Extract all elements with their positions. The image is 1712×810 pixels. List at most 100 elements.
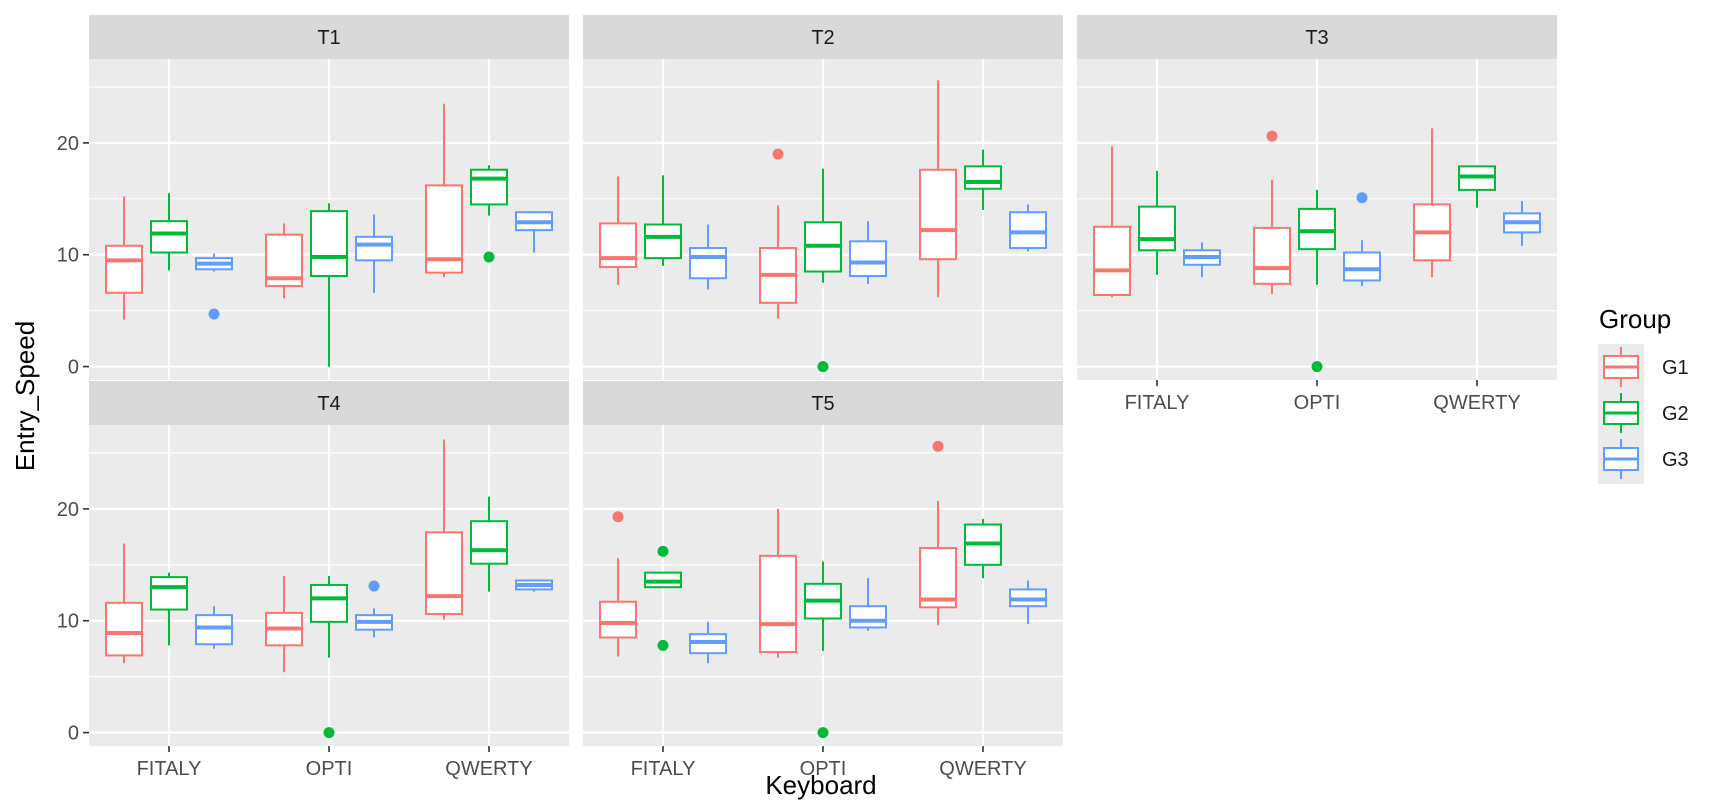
box-t2-fitaly-g3	[689, 224, 727, 290]
y-axis-title: Entry_Speed	[10, 321, 40, 471]
box-t2-opti-g3	[849, 221, 887, 284]
box-iqr	[150, 220, 188, 254]
box-t1-opti-g2	[310, 203, 348, 367]
y-tick-label: 20	[57, 499, 79, 521]
box-t5-fitaly-g2	[644, 545, 682, 651]
box-t2-qwerty-g3	[1009, 204, 1047, 252]
panel-t3: T3 FITALY OPTI QWERTY	[1077, 15, 1557, 414]
box-t3-fitaly-g2	[1138, 170, 1176, 275]
box-t4-opti-g3	[355, 580, 393, 638]
outlier-point	[817, 727, 829, 739]
y-tick-label: 10	[57, 611, 79, 633]
box-t5-opti-g1	[759, 508, 797, 658]
x-tick-label: OPTI	[800, 758, 847, 780]
box-t5-fitaly-g3	[689, 621, 727, 664]
outlier-point	[772, 148, 784, 160]
outlier-point	[1311, 361, 1323, 373]
strip-background	[583, 381, 1063, 425]
box-iqr	[964, 165, 1002, 190]
box-t1-qwerty-g1	[425, 103, 463, 278]
box-iqr	[425, 531, 463, 616]
x-tick-label: OPTI	[306, 758, 353, 780]
panel-t2: T2	[583, 15, 1063, 380]
box-t3-qwerty-g1	[1413, 128, 1451, 278]
box-t3-opti-g3	[1343, 192, 1381, 287]
box-t1-opti-g1	[265, 223, 303, 299]
box-t5-qwerty-g3	[1009, 580, 1047, 625]
outlier-point	[932, 440, 944, 452]
box-iqr	[689, 247, 727, 280]
panel-t4: T4 0 10 20 FITALY OPTI QWERTY	[57, 381, 569, 780]
box-t1-fitaly-g3	[195, 253, 233, 320]
box-t4-qwerty-g2	[470, 496, 508, 592]
strip-background	[583, 15, 1063, 59]
box-iqr	[1253, 226, 1291, 285]
box-iqr	[599, 222, 637, 269]
box-t4-qwerty-g1	[425, 439, 463, 620]
x-tick-label: OPTI	[1294, 392, 1341, 414]
outlier-point	[817, 361, 829, 373]
box-iqr	[310, 583, 348, 623]
box-t2-fitaly-g2	[644, 175, 682, 266]
legend-key-g3: G3	[1603, 439, 1689, 479]
box-t3-qwerty-g3	[1503, 201, 1541, 246]
x-tick-label: QWERTY	[939, 758, 1026, 780]
box-iqr	[105, 601, 143, 657]
legend-keys: G1 G2 G3	[1603, 347, 1689, 479]
y-tick-label: 10	[57, 245, 79, 267]
strip-label: T3	[1305, 27, 1328, 49]
box-iqr	[1138, 205, 1176, 252]
strip-background	[89, 381, 569, 425]
legend-label: G1	[1662, 357, 1689, 379]
box-t3-fitaly-g1	[1093, 146, 1131, 298]
box-t4-fitaly-g1	[105, 543, 143, 664]
strip-background	[1077, 15, 1557, 59]
box-iqr	[919, 547, 957, 609]
box-iqr	[1298, 207, 1336, 251]
legend: Group G1 G2 G3	[1598, 304, 1689, 484]
box-iqr	[470, 520, 508, 565]
outlier-point	[612, 511, 624, 523]
box-iqr	[644, 223, 682, 260]
x-tick-label: FITALY	[1125, 392, 1190, 414]
box-t3-qwerty-g2	[1458, 165, 1496, 208]
x-tick-label: QWERTY	[1433, 392, 1520, 414]
facet-panels: T1 0 10 20 T2 T3 FITALY OPTI QWERTY T4 0 10 20 FITALY…	[57, 15, 1557, 780]
box-iqr	[195, 614, 233, 646]
legend-label: G3	[1662, 449, 1689, 471]
legend-label: G2	[1662, 403, 1689, 425]
box-t1-qwerty-g2	[470, 165, 508, 263]
box-iqr	[105, 244, 143, 294]
box-t2-opti-g2	[804, 168, 842, 373]
strip-label: T5	[811, 393, 834, 415]
box-t1-fitaly-g2	[150, 193, 188, 271]
box-t3-opti-g2	[1298, 189, 1336, 373]
outlier-point	[657, 545, 669, 557]
box-t1-fitaly-g1	[105, 196, 143, 320]
box-t2-fitaly-g1	[599, 176, 637, 285]
outlier-point	[483, 251, 495, 263]
legend-key-g2: G2	[1603, 393, 1689, 433]
legend-key-g1: G1	[1603, 347, 1689, 387]
strip-background	[89, 15, 569, 59]
box-t3-opti-g1	[1253, 130, 1291, 294]
box-t5-qwerty-g1	[919, 440, 957, 626]
box-iqr	[599, 600, 637, 639]
box-iqr	[310, 210, 348, 277]
box-iqr	[759, 554, 797, 654]
box-t4-fitaly-g2	[150, 572, 188, 646]
outlier-point	[1266, 130, 1278, 142]
strip-label: T4	[317, 393, 340, 415]
outlier-point	[1356, 192, 1368, 204]
x-tick-label: FITALY	[137, 758, 202, 780]
outlier-point	[368, 580, 380, 592]
box-t2-opti-g1	[759, 148, 797, 319]
box-iqr	[849, 240, 887, 277]
box-iqr	[1093, 225, 1131, 296]
x-axis-title: Keyboard	[765, 770, 876, 800]
box-iqr	[150, 576, 188, 611]
strip-label: T2	[811, 27, 834, 49]
box-t3-fitaly-g3	[1183, 242, 1221, 278]
box-t5-fitaly-g1	[599, 511, 637, 657]
